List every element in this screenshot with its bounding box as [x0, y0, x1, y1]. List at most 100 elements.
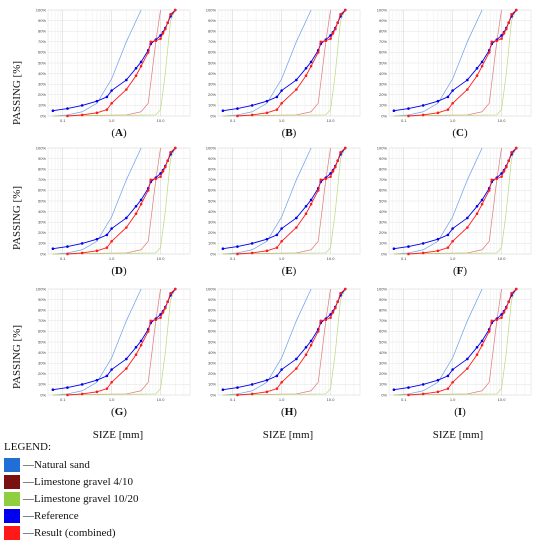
legend: LEGEND: — Natural sand — Limestone gravel … — [4, 441, 224, 541]
data-point-reference — [304, 205, 308, 208]
data-point-result-combined- — [316, 51, 320, 54]
x-tick-label: 0.1 — [60, 118, 66, 123]
data-point-result-combined- — [250, 251, 254, 255]
legend-item-natural-sand: — Natural sand — [4, 456, 224, 473]
data-point-result-combined- — [173, 146, 177, 150]
y-tick-label: 20% — [208, 230, 216, 235]
series-line-limestone-gravel-10-20 — [222, 9, 346, 117]
data-point-result-combined- — [495, 177, 499, 181]
series-line-limestone-gravel-10-20 — [222, 288, 346, 396]
y-tick-label: 40% — [208, 71, 216, 76]
y-tick-label: 90% — [38, 156, 46, 161]
y-tick-label: 40% — [208, 209, 216, 214]
data-point-reference — [125, 357, 128, 361]
y-tick-label: 80% — [38, 29, 46, 34]
x-tick-label: 1.0 — [279, 397, 285, 402]
x-tick-label: 1.0 — [109, 256, 115, 261]
data-point-reference — [407, 245, 410, 248]
data-point-reference — [80, 104, 84, 107]
panel-D: 0% 10% 20% 30% 40% 50% 60% 70% 80% 90% 100% 0.1 1.0 1… — [36, 145, 191, 277]
data-point-result-combined- — [149, 178, 153, 182]
data-point-result-combined- — [487, 51, 491, 54]
data-point-reference — [80, 242, 84, 245]
x-tick-label: 10.0 — [157, 118, 166, 123]
data-point-reference — [139, 60, 143, 64]
y-tick-label: 100% — [36, 286, 47, 291]
x-axis-title-col-3: SIZE [mm] — [433, 429, 483, 441]
data-point-result-combined- — [487, 189, 491, 192]
data-point-result-combined- — [280, 380, 283, 384]
series-line-limestone-gravel-10-20 — [393, 288, 517, 396]
y-tick-label: 50% — [379, 198, 387, 203]
data-point-result-combined- — [139, 64, 143, 68]
data-point-reference — [309, 339, 313, 343]
panel-C: 0% 10% 20% 30% 40% 50% 60% 70% 80% 90% 100% 0.1 1.0 1… — [377, 7, 532, 139]
data-point-result-combined- — [495, 318, 499, 322]
data-point-result-combined- — [95, 390, 99, 394]
y-tick-label: 0% — [40, 113, 46, 118]
data-point-result-combined- — [502, 170, 506, 173]
data-point-result-combined- — [507, 21, 510, 25]
y-tick-label: 30% — [208, 82, 216, 87]
data-point-result-combined- — [333, 165, 337, 169]
data-point-reference — [110, 227, 113, 230]
y-tick-label: 0% — [210, 251, 216, 256]
data-point-result-combined- — [134, 74, 138, 78]
data-point-reference — [280, 227, 283, 230]
data-point-result-combined- — [336, 300, 339, 304]
data-point-result-combined- — [125, 88, 128, 91]
data-point-result-combined- — [146, 330, 150, 333]
x-tick-label: 0.1 — [60, 397, 66, 402]
data-point-result-combined- — [324, 318, 328, 322]
y-tick-label: 50% — [208, 60, 216, 65]
data-point-result-combined- — [295, 367, 298, 370]
data-point-result-combined- — [446, 387, 450, 390]
y-tick-label: 40% — [379, 209, 387, 214]
y-tick-label: 20% — [379, 371, 387, 376]
y-tick-label: 20% — [38, 230, 46, 235]
data-point-result-combined- — [173, 287, 177, 291]
data-point-result-combined- — [500, 37, 503, 40]
data-point-result-combined- — [510, 12, 513, 16]
data-point-result-combined- — [309, 202, 313, 206]
legend-label-result-combined: Result (combined) — [34, 526, 116, 539]
data-point-reference — [446, 95, 450, 99]
x-tick-label: 1.0 — [450, 397, 456, 402]
y-tick-label: 80% — [208, 29, 216, 34]
data-point-result-combined- — [304, 212, 308, 216]
y-tick-label: 90% — [208, 297, 216, 302]
data-point-reference — [159, 172, 162, 175]
y-axis-title-row-1: PASSING [%] — [11, 61, 23, 125]
data-point-result-combined- — [331, 170, 335, 173]
data-point-result-combined- — [159, 37, 162, 40]
data-point-reference — [95, 378, 99, 382]
data-point-reference — [125, 216, 128, 220]
y-tick-label: 60% — [208, 50, 216, 55]
data-point-result-combined- — [504, 165, 508, 169]
x-tick-label: 0.1 — [401, 118, 407, 123]
data-point-result-combined- — [480, 202, 484, 206]
y-tick-label: 20% — [379, 230, 387, 235]
panel-I: 0% 10% 20% 30% 40% 50% 60% 70% 80% 90% 100% 0.1 1.0 1… — [377, 286, 532, 418]
data-point-result-combined- — [436, 390, 440, 394]
data-point-reference — [304, 67, 308, 70]
data-point-result-combined- — [105, 108, 109, 111]
data-point-result-combined- — [339, 150, 342, 154]
data-point-result-combined- — [446, 108, 450, 111]
y-tick-label: 60% — [208, 188, 216, 193]
data-point-reference — [451, 89, 454, 92]
data-point-result-combined- — [475, 212, 479, 216]
data-point-result-combined- — [163, 27, 167, 31]
series-line-limestone-gravel-10-20 — [222, 147, 346, 255]
data-point-reference — [51, 109, 55, 112]
y-tick-label: 90% — [38, 297, 46, 302]
y-tick-label: 0% — [40, 251, 46, 256]
data-point-reference — [236, 245, 239, 248]
data-point-result-combined- — [149, 319, 153, 323]
data-point-reference — [446, 374, 450, 378]
data-point-reference — [134, 346, 138, 349]
data-point-reference — [446, 233, 450, 237]
legend-item-limestone-gravel-4-10: — Limestone gravel 4/10 — [4, 473, 224, 490]
data-point-reference — [329, 34, 332, 37]
y-tick-label: 70% — [379, 177, 387, 182]
